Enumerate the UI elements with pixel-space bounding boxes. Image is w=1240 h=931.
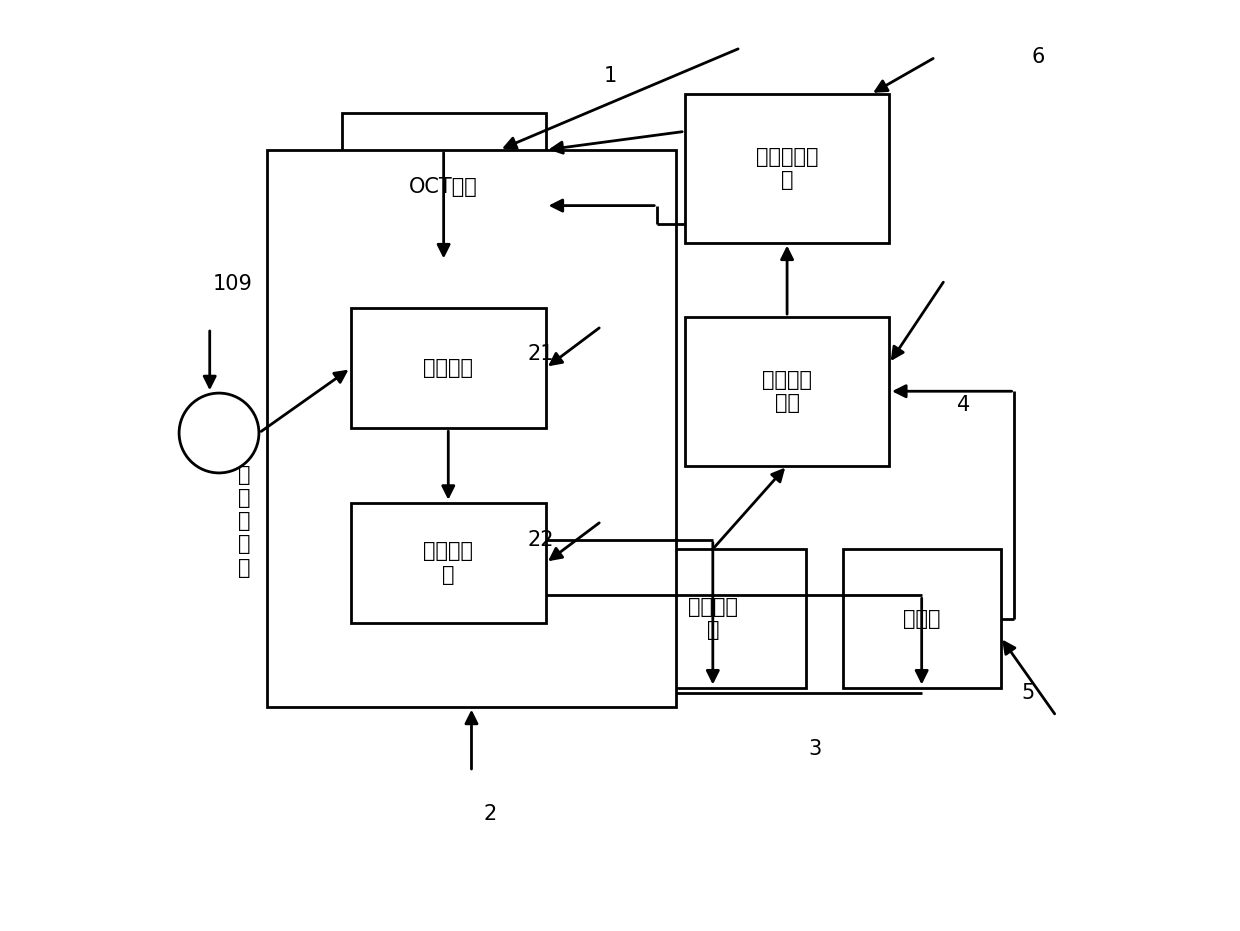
Text: 109: 109 [213, 275, 253, 294]
Bar [268, 150, 676, 707]
Text: 虹膜识别
模块: 虹膜识别 模块 [763, 370, 812, 412]
Bar [620, 549, 806, 688]
Text: 22: 22 [528, 530, 554, 550]
Text: 摄
像
头
模
组: 摄 像 头 模 组 [238, 465, 250, 577]
Text: 图像传感
器: 图像传感 器 [423, 541, 474, 585]
Bar [684, 317, 889, 466]
Text: 1: 1 [604, 66, 618, 86]
Bar [351, 503, 546, 623]
Text: 电机调整模
块: 电机调整模 块 [756, 147, 818, 190]
Text: 图像处理
器: 图像处理 器 [688, 597, 738, 641]
Bar [351, 308, 546, 428]
Bar [684, 94, 889, 243]
Text: 2: 2 [484, 803, 497, 824]
Bar [843, 549, 1001, 688]
Text: 5: 5 [1022, 683, 1035, 703]
Text: 4: 4 [957, 395, 970, 415]
Text: 镜片模组: 镜片模组 [423, 358, 474, 378]
Text: 6: 6 [1030, 47, 1044, 67]
Text: 21: 21 [528, 344, 554, 364]
Text: 存储器: 存储器 [903, 609, 940, 628]
Text: OCT设备: OCT设备 [409, 177, 477, 197]
Bar [341, 113, 546, 262]
Text: 3: 3 [808, 738, 822, 759]
